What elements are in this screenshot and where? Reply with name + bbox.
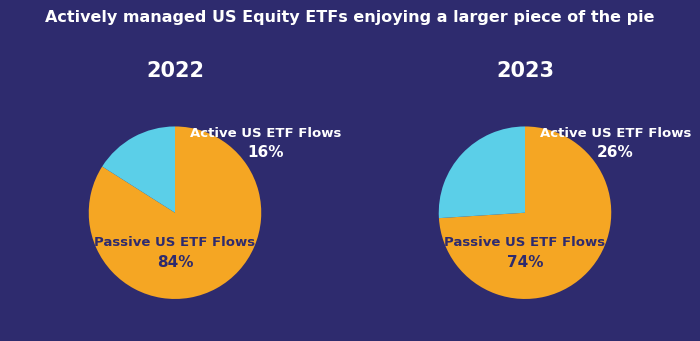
Wedge shape	[102, 127, 175, 213]
Text: 2023: 2023	[496, 61, 554, 81]
Text: 2022: 2022	[146, 61, 204, 81]
Wedge shape	[439, 127, 525, 218]
Text: Passive US ETF Flows: Passive US ETF Flows	[444, 236, 606, 249]
Text: Passive US ETF Flows: Passive US ETF Flows	[94, 236, 256, 249]
Text: Active US ETF Flows: Active US ETF Flows	[190, 127, 342, 140]
Text: 84%: 84%	[157, 255, 193, 270]
Text: Active US ETF Flows: Active US ETF Flows	[540, 127, 692, 140]
Wedge shape	[89, 127, 261, 299]
Text: 74%: 74%	[507, 255, 543, 270]
Text: 26%: 26%	[597, 145, 634, 160]
Text: 16%: 16%	[247, 145, 284, 160]
Wedge shape	[439, 127, 611, 299]
Text: Actively managed US Equity ETFs enjoying a larger piece of the pie: Actively managed US Equity ETFs enjoying…	[46, 10, 655, 25]
